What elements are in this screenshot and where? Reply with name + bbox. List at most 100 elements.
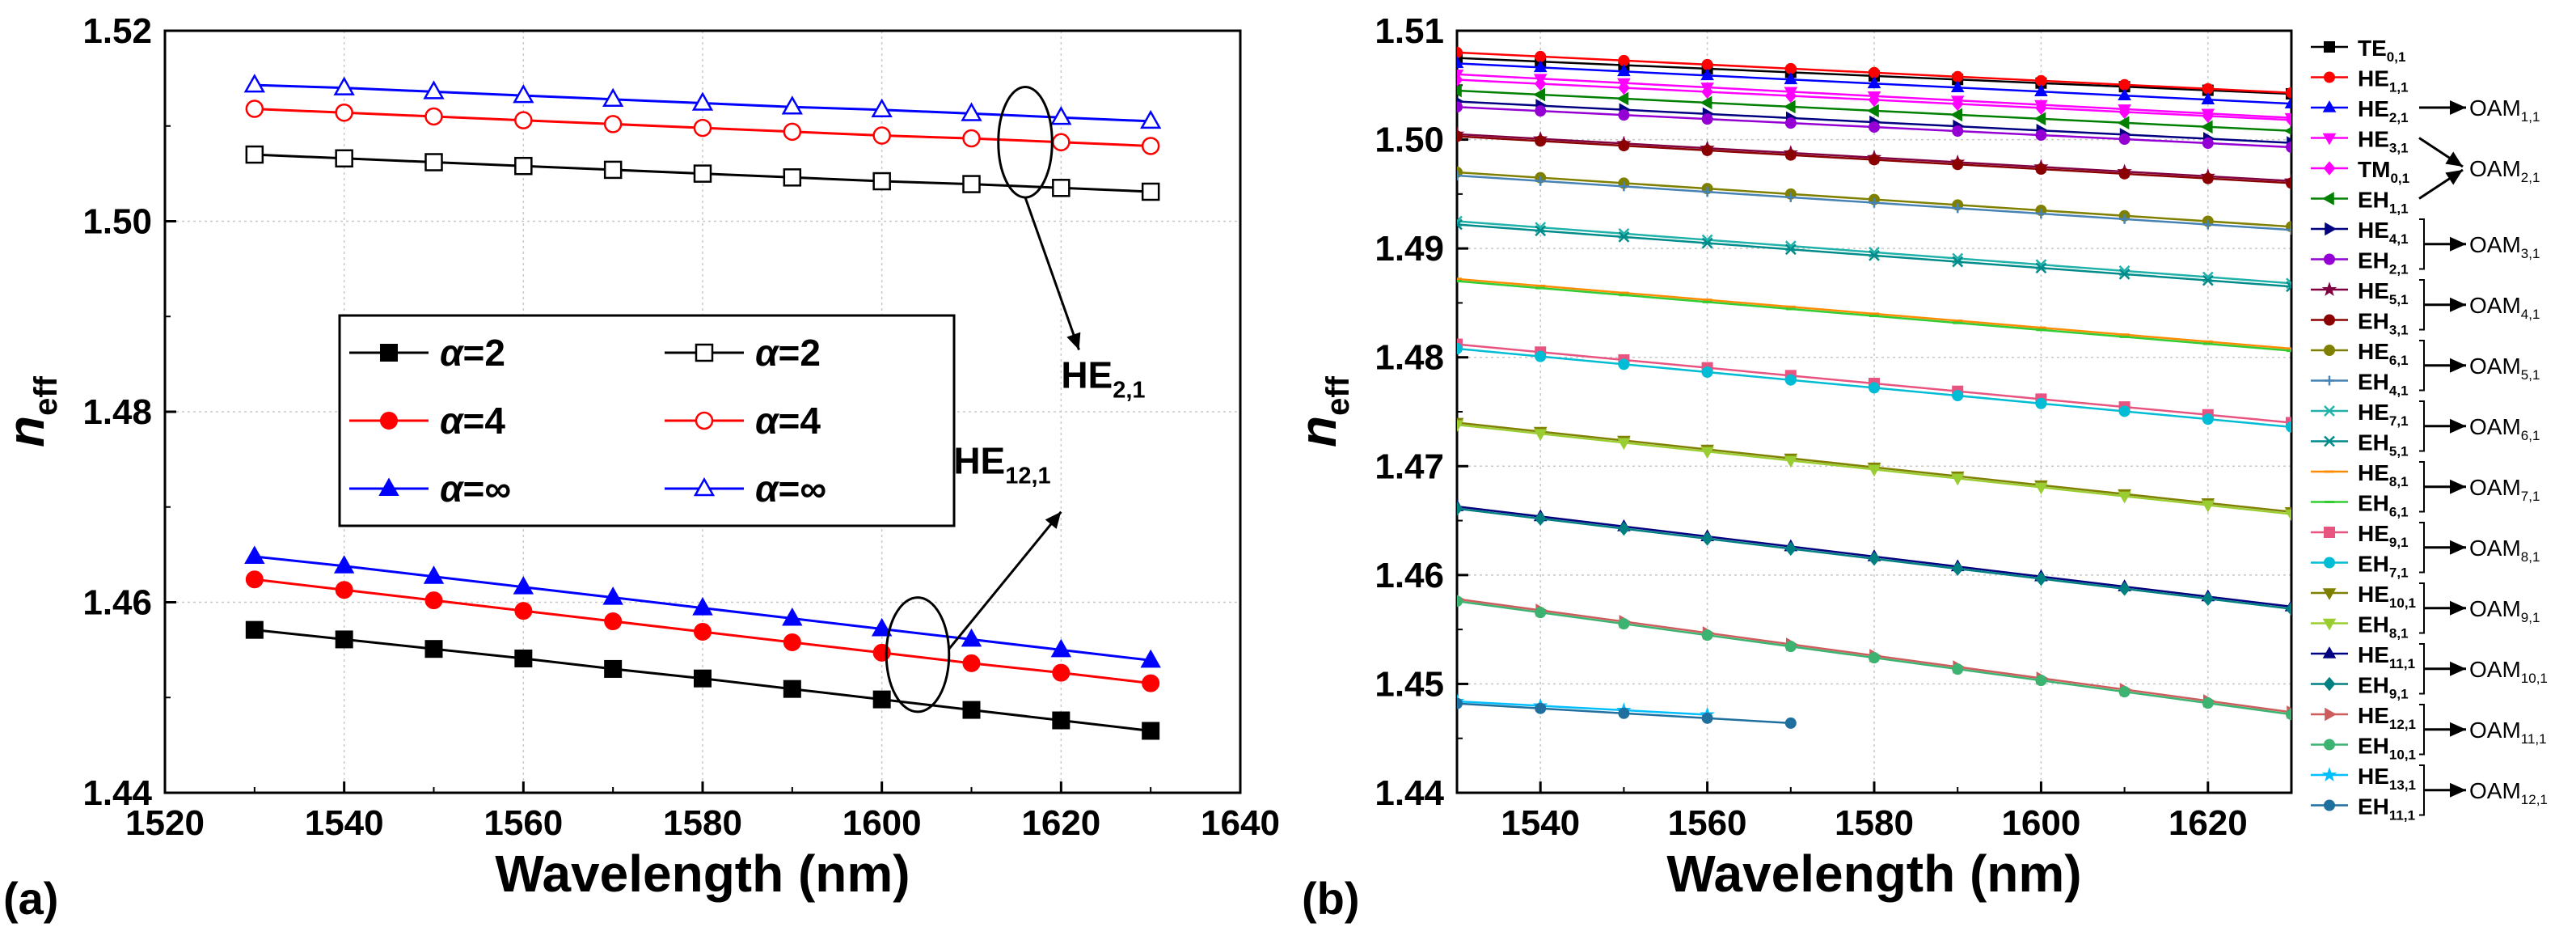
panel-b-data-point [2035, 129, 2047, 142]
panel-b-data-point [1535, 702, 1547, 714]
panel-b-legend-marker [2322, 588, 2337, 600]
panel-b-data-point [2118, 133, 2130, 146]
panel-b-y-tick-label: 1.50 [1375, 121, 1444, 160]
panel-b-legend-marker [2322, 192, 2334, 205]
panel-b-oam-group-11: OAM12,1 [2419, 764, 2548, 816]
panel-a-data-point [243, 74, 265, 93]
panel-b-data-point [2202, 274, 2214, 286]
panel-b-data-point [1951, 96, 1964, 112]
panel-a-data-point [691, 91, 714, 111]
panel-b-legend-marker [2324, 739, 2335, 751]
panel-b-oam-group-8: OAM9,1 [2419, 582, 2540, 634]
panel-b-data-point [2118, 686, 2130, 698]
panel-b-series-15 [1457, 280, 2291, 353]
panel-b-legend-marker [2322, 646, 2337, 658]
panel-a-data-point [871, 617, 893, 637]
panel-b-data-point [2286, 421, 2291, 433]
panel-a-data-point [783, 168, 802, 187]
panel-a-data-point [335, 581, 353, 599]
panel-a-x-tick-label: 1520 [125, 803, 205, 843]
panel-a-data-point [872, 126, 891, 145]
panel-a-data-point [694, 669, 712, 688]
panel-a-y-tick-label: 1.52 [82, 11, 152, 51]
panel-b-legend-label: HE3,1 [2358, 127, 2409, 156]
panel-b-x-tick-label: 1580 [1835, 803, 1914, 843]
panel-b-data-point [1783, 100, 1796, 114]
panel-a-legend-box [338, 314, 956, 527]
panel-b-data-point [2202, 219, 2213, 230]
panel-b-data-point [1533, 87, 1545, 102]
panel-b-data-point [1457, 502, 1463, 516]
panel-b-data-point [1869, 652, 1880, 664]
panel-b-data-point [1457, 420, 1464, 433]
panel-b-y-tick-label: 1.46 [1375, 556, 1444, 595]
panel-b-x-tick-label: 1600 [2001, 803, 2080, 843]
panel-a-data-point [603, 115, 623, 133]
panel-b-data-point [2202, 108, 2215, 124]
panel-b-series-13 [1457, 218, 2291, 293]
panel-a-data-point [1141, 137, 1160, 155]
panel-b-data-point [1457, 697, 1463, 709]
panel-a-data-point [335, 630, 353, 649]
panel-b-legend-label: EH4,1 [2358, 370, 2409, 399]
panel-b-legend-label: HE6,1 [2358, 339, 2409, 368]
panel-b-series-21 [1457, 502, 2291, 616]
panel-b-legend-label: HE9,1 [2358, 521, 2409, 550]
panel-a-data-point [335, 149, 353, 168]
panel-b-series-23 [1457, 595, 2291, 721]
panel-b-oam-bracket [2419, 340, 2425, 392]
panel-b-data-point [1616, 91, 1629, 106]
panel-a-data-point [513, 84, 534, 104]
panel-b-oam-arrow [2424, 722, 2466, 737]
panel-a-data-point [871, 98, 893, 117]
panel-b-series-7 [1457, 101, 2291, 153]
panel-b-oam-arrow [2424, 661, 2466, 676]
panel-b-legend-label: HE7,1 [2358, 400, 2409, 429]
panel-b-data-point [1457, 72, 1463, 87]
panel-b-oam-arrow [2419, 100, 2466, 115]
panel-b-data-point [2034, 84, 2048, 97]
panel-b-oam-label: OAM10,1 [2469, 657, 2548, 686]
panel-b-legend-label: TM0,1 [2358, 157, 2409, 186]
panel-a-legend-label: α=∞ [440, 468, 511, 510]
panel-b-data-point [1952, 159, 1964, 171]
panel-b-data-point [2287, 225, 2291, 235]
panel-a-data-point [424, 107, 443, 126]
panel-b-data-point [1535, 225, 1547, 237]
panel-b-oam-group-7: OAM8,1 [2419, 522, 2540, 574]
panel-b-oam-bracket [2419, 461, 2425, 513]
panel-b-oam-label: OAM8,1 [2469, 536, 2540, 565]
panel-b-data-point [1867, 104, 1879, 118]
panel-b-data-point [1950, 108, 1962, 122]
panel-b-series-5 [1457, 83, 2291, 135]
panel-b-data-point [2202, 138, 2214, 150]
panel-a-data-point [424, 591, 443, 610]
panel-a-chart: 1520 1540 1560 1580 1600 1620 1640 1.44 1.46 1.48… [0, 11, 1280, 903]
panel-a-y-tick-label: 1.50 [82, 202, 152, 242]
panel-b-data-point [1618, 618, 1630, 630]
panel-b-data-point [1457, 342, 1463, 354]
panel-b-legend-label: HE4,1 [2358, 218, 2409, 247]
panel-b-series-9 [1457, 130, 2291, 189]
panel-b-oam-bracket [2419, 400, 2425, 452]
panel-b-data-point [1784, 62, 1797, 74]
panel-b-oam-bracket [2419, 522, 2425, 574]
panel-a-data-point [961, 628, 982, 647]
panel-b-data-point [2202, 413, 2214, 426]
panel-b-data-point [1952, 256, 1964, 268]
panel-b-data-point [2035, 262, 2047, 274]
panel-b-data-point [1535, 350, 1547, 362]
panel-a-series-5 [243, 74, 1162, 129]
panel-b-data-point [1618, 80, 1630, 95]
panel-b-series-17 [1457, 342, 2291, 433]
panel-b-data-point [1618, 358, 1630, 370]
panel-a-data-point [961, 102, 982, 121]
panel-b-data-point [2201, 500, 2215, 513]
panel-b-data-point [1617, 64, 1631, 77]
panel-b-y-axis-label: neff [1289, 375, 1356, 447]
panel-a-data-point [872, 690, 891, 709]
panel-b-data-point [1701, 144, 1713, 156]
panel-b-data-point [1535, 176, 1546, 186]
panel-b-legend-marker [2322, 618, 2337, 631]
panel-b-data-point [1618, 707, 1630, 719]
